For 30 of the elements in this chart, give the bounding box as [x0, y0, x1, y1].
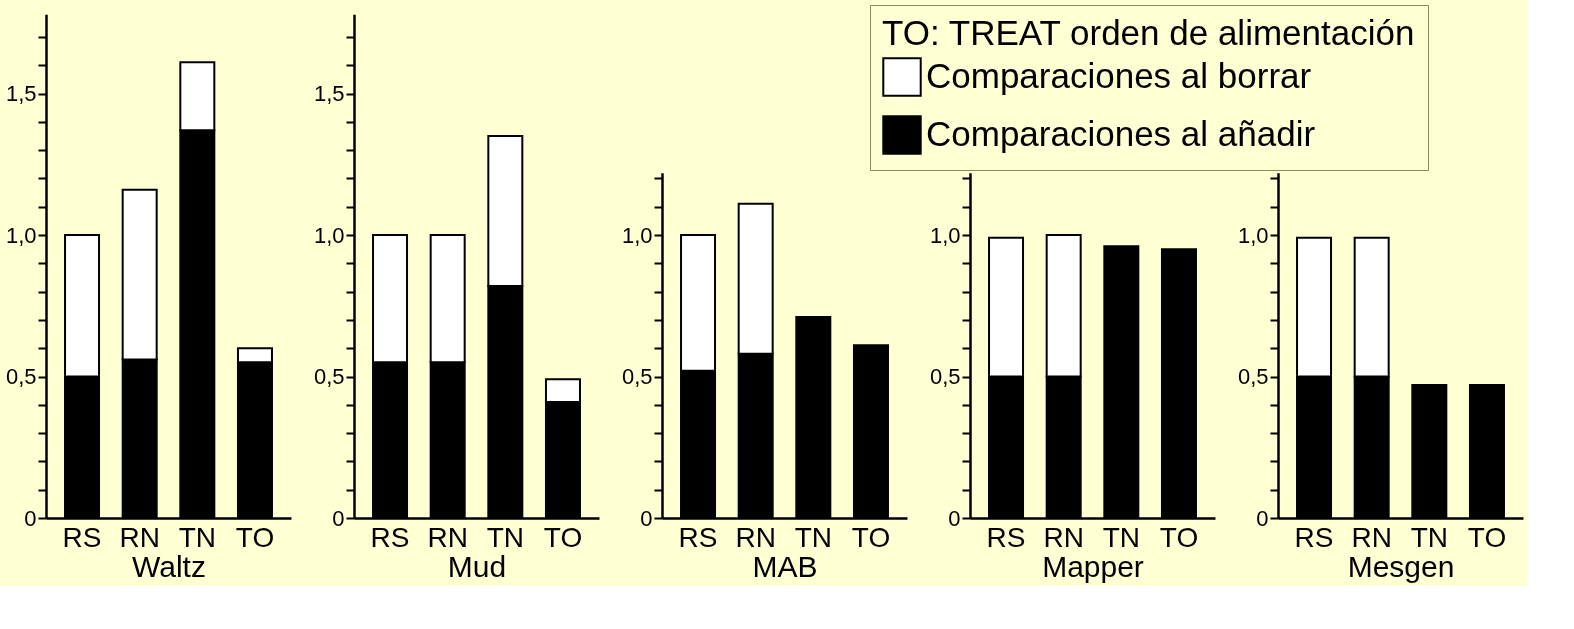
y-tick-label: 0,5: [621, 364, 653, 389]
y-tick-label: 0,5: [929, 364, 961, 389]
legend-label: Comparaciones al borrar: [926, 56, 1312, 95]
x-tick-label: RS: [678, 521, 718, 553]
x-tick-label: TO: [235, 521, 275, 553]
y-tick-label: 1,0: [621, 222, 653, 248]
y-tick-label: 1,0: [5, 222, 37, 248]
y-tick-label: 1,5: [5, 81, 37, 106]
legend-title: TO: TREAT orden de alimentación: [882, 13, 1415, 52]
y-tick-label: 0,5: [313, 364, 345, 389]
x-tick-label: TO: [851, 521, 891, 553]
x-tick-label: RS: [1294, 521, 1334, 553]
y-tick-label: 1,0: [1237, 222, 1269, 248]
y-tick-label: 0: [948, 505, 961, 531]
y-tick-label: 0: [1256, 505, 1269, 531]
x-tick-label: TO: [543, 521, 583, 553]
y-tick-label: 1,0: [313, 222, 345, 248]
x-tick-label: RS: [370, 521, 410, 553]
x-tick-label: RS: [986, 521, 1026, 553]
x-tick-label: TO: [1159, 521, 1199, 553]
y-tick-label: 0: [24, 505, 37, 531]
y-tick-label: 0,5: [5, 364, 37, 389]
y-tick-label: 0: [640, 505, 653, 531]
y-tick-label: 1,0: [929, 222, 961, 248]
y-tick-label: 0: [332, 505, 345, 531]
x-tick-label: TO: [1467, 521, 1507, 553]
y-tick-label: 0,5: [1237, 364, 1269, 389]
x-tick-label: RS: [62, 521, 102, 553]
y-tick-label: 1,5: [313, 81, 345, 106]
legend-label: Comparaciones al añadir: [926, 114, 1316, 153]
